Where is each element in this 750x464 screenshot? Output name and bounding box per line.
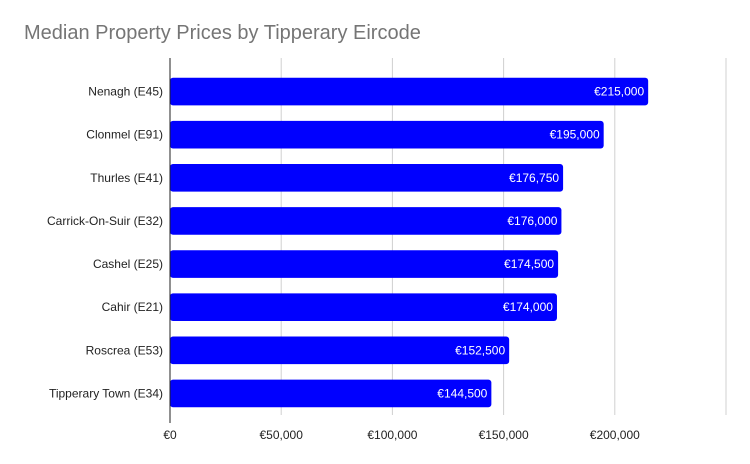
bars: €215,000 €195,000 €176,750 €176,000 €174,500… (170, 77, 649, 408)
bar (170, 207, 562, 235)
category-label: Nenagh (E45) (88, 85, 163, 99)
category-label: Tipperary Town (E34) (49, 386, 163, 400)
data-label: €174,500 (504, 257, 554, 271)
category-label: Clonmel (E91) (86, 128, 163, 142)
category-label: Carrick-On-Suir (E32) (47, 214, 163, 228)
x-tick-label: €150,000 (479, 428, 529, 442)
x-tick-label: €200,000 (590, 428, 640, 442)
data-label: €174,000 (503, 300, 553, 314)
x-tick-label: €0 (163, 428, 177, 442)
category-label: Cashel (E25) (93, 257, 163, 271)
bar (170, 336, 510, 365)
bar (170, 77, 649, 106)
data-label: €215,000 (594, 85, 644, 99)
axes: Nenagh (E45) Clonmel (E91) Thurles (E41) Ca… (47, 58, 640, 442)
data-label: €144,500 (437, 386, 487, 400)
bar (170, 164, 564, 192)
bar (170, 379, 492, 408)
data-label: €152,500 (455, 343, 505, 357)
x-tick-label: €100,000 (367, 428, 417, 442)
bar (170, 250, 559, 278)
bar (170, 120, 604, 149)
category-label: Cahir (E21) (102, 300, 163, 314)
x-tick-label: €50,000 (260, 428, 304, 442)
bar (170, 293, 557, 321)
category-label: Thurles (E41) (90, 171, 163, 185)
chart-title: Median Property Prices by Tipperary Eirc… (24, 22, 421, 44)
category-label: Roscrea (E53) (86, 343, 163, 357)
data-label: €176,000 (507, 214, 557, 228)
data-label: €195,000 (550, 128, 600, 142)
data-label: €176,750 (509, 171, 559, 185)
